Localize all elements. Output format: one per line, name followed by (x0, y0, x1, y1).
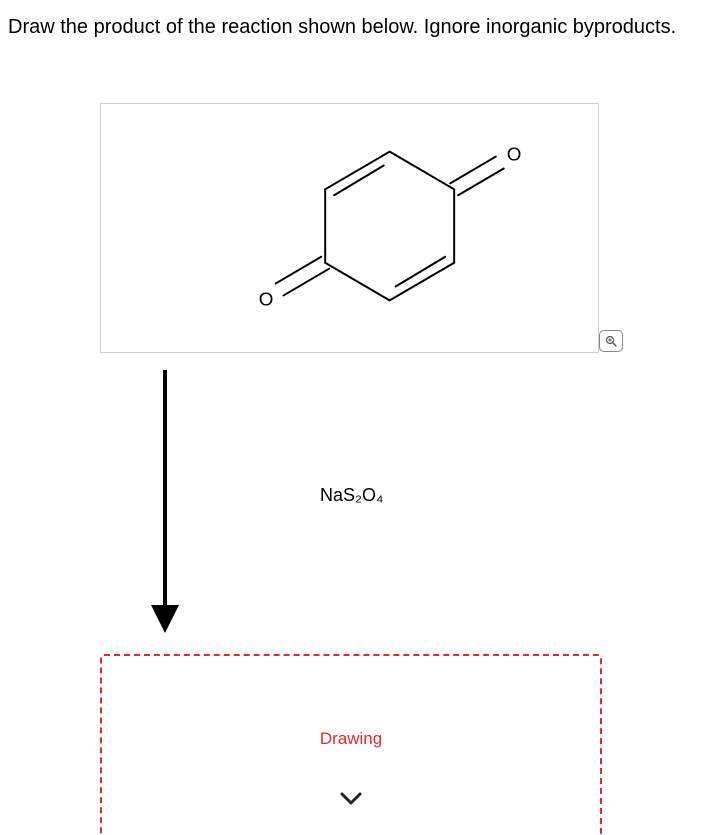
chevron-down-icon (340, 789, 362, 812)
reagent-label: NaS₂O₄ (320, 485, 383, 506)
drawing-label: Drawing (320, 729, 382, 749)
molecule-panel: O O (100, 103, 599, 353)
reaction-arrow (145, 365, 185, 635)
benzoquinone-structure: O O (101, 104, 598, 352)
drawing-dropzone[interactable]: Drawing (100, 654, 602, 835)
zoom-button[interactable] (599, 330, 623, 352)
magnify-icon (605, 335, 617, 347)
oxygen-label-right: O (507, 144, 522, 165)
question-prompt: Draw the product of the reaction shown b… (8, 14, 705, 40)
oxygen-label-left: O (259, 288, 274, 309)
